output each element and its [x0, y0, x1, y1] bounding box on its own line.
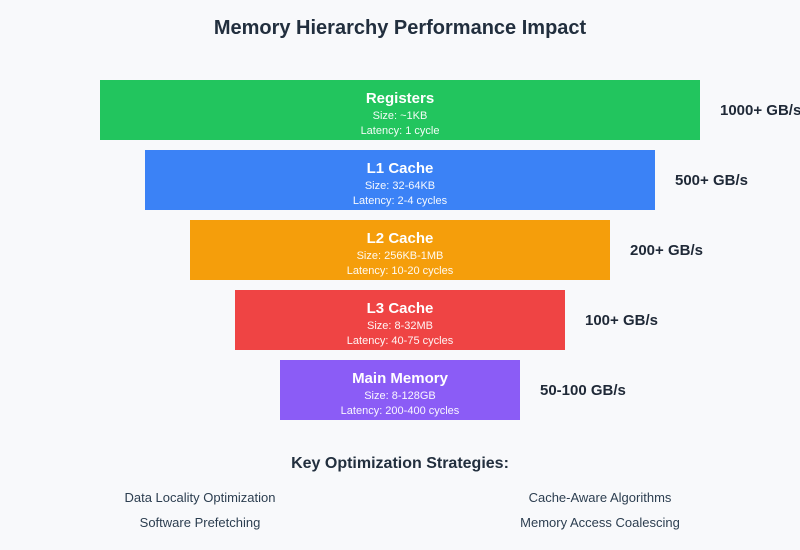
strategies-grid: Data Locality Optimization Cache-Aware A… — [0, 485, 800, 535]
strategy-item: Memory Access Coalescing — [520, 515, 680, 530]
bandwidth-label-l2-cache: 200+ GB/s — [630, 241, 703, 259]
bandwidth-label-main-memory: 50-100 GB/s — [540, 381, 626, 399]
bar-l2-cache: L2 Cache Size: 256KB-1MB Latency: 10-20 … — [190, 220, 610, 280]
level-row-main-memory: Main Memory Size: 8-128GB Latency: 200-4… — [0, 360, 800, 420]
level-latency: Latency: 200-400 cycles — [340, 405, 460, 417]
level-row-registers: Registers Size: ~1KB Latency: 1 cycle 10… — [0, 80, 800, 140]
level-size: Size: 8-128GB — [364, 390, 436, 402]
bar-registers: Registers Size: ~1KB Latency: 1 cycle — [100, 80, 700, 140]
level-row-l2-cache: L2 Cache Size: 256KB-1MB Latency: 10-20 … — [0, 220, 800, 280]
bar-l1-cache: L1 Cache Size: 32-64KB Latency: 2-4 cycl… — [145, 150, 655, 210]
page-title: Memory Hierarchy Performance Impact — [213, 17, 587, 39]
level-size: Size: 32-64KB — [364, 180, 436, 192]
bandwidth-label-registers: 1000+ GB/s — [720, 101, 800, 119]
strategy-item: Data Locality Optimization — [124, 490, 276, 505]
level-row-l3-cache: L3 Cache Size: 8-32MB Latency: 40-75 cyc… — [0, 290, 800, 350]
bandwidth-label-l3-cache: 100+ GB/s — [585, 311, 658, 329]
strategy-item: Software Prefetching — [139, 515, 261, 530]
strategy-item: Cache-Aware Algorithms — [528, 490, 672, 505]
level-name: L1 Cache — [366, 160, 434, 177]
level-name: Main Memory — [352, 370, 448, 387]
level-size: Size: ~1KB — [372, 110, 428, 122]
strategies-heading: Key Optimization Strategies: — [291, 455, 509, 472]
level-size: Size: 256KB-1MB — [356, 250, 444, 262]
level-row-l1-cache: L1 Cache Size: 32-64KB Latency: 2-4 cycl… — [0, 150, 800, 210]
level-latency: Latency: 10-20 cycles — [346, 265, 454, 277]
bandwidth-label-l1-cache: 500+ GB/s — [675, 171, 748, 189]
level-size: Size: 8-32MB — [366, 320, 434, 332]
bar-main-memory: Main Memory Size: 8-128GB Latency: 200-4… — [280, 360, 520, 420]
level-latency: Latency: 1 cycle — [360, 125, 440, 137]
level-name: L2 Cache — [366, 230, 434, 247]
level-latency: Latency: 2-4 cycles — [352, 195, 448, 207]
level-name: L3 Cache — [366, 300, 434, 317]
level-name: Registers — [365, 90, 435, 107]
bar-l3-cache: L3 Cache Size: 8-32MB Latency: 40-75 cyc… — [235, 290, 565, 350]
level-latency: Latency: 40-75 cycles — [346, 335, 454, 347]
